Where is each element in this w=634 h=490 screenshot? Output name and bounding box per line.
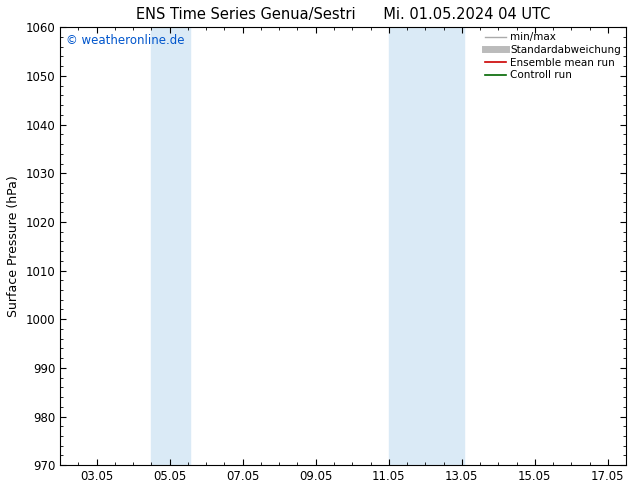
Legend: min/max, Standardabweichung, Ensemble mean run, Controll run: min/max, Standardabweichung, Ensemble me… xyxy=(483,30,623,82)
Bar xyxy=(152,27,190,465)
Text: © weatheronline.de: © weatheronline.de xyxy=(66,34,184,47)
Title: ENS Time Series Genua/Sestri      Mi. 01.05.2024 04 UTC: ENS Time Series Genua/Sestri Mi. 01.05.2… xyxy=(136,7,550,22)
Y-axis label: Surface Pressure (hPa): Surface Pressure (hPa) xyxy=(7,175,20,317)
Bar xyxy=(389,27,463,465)
